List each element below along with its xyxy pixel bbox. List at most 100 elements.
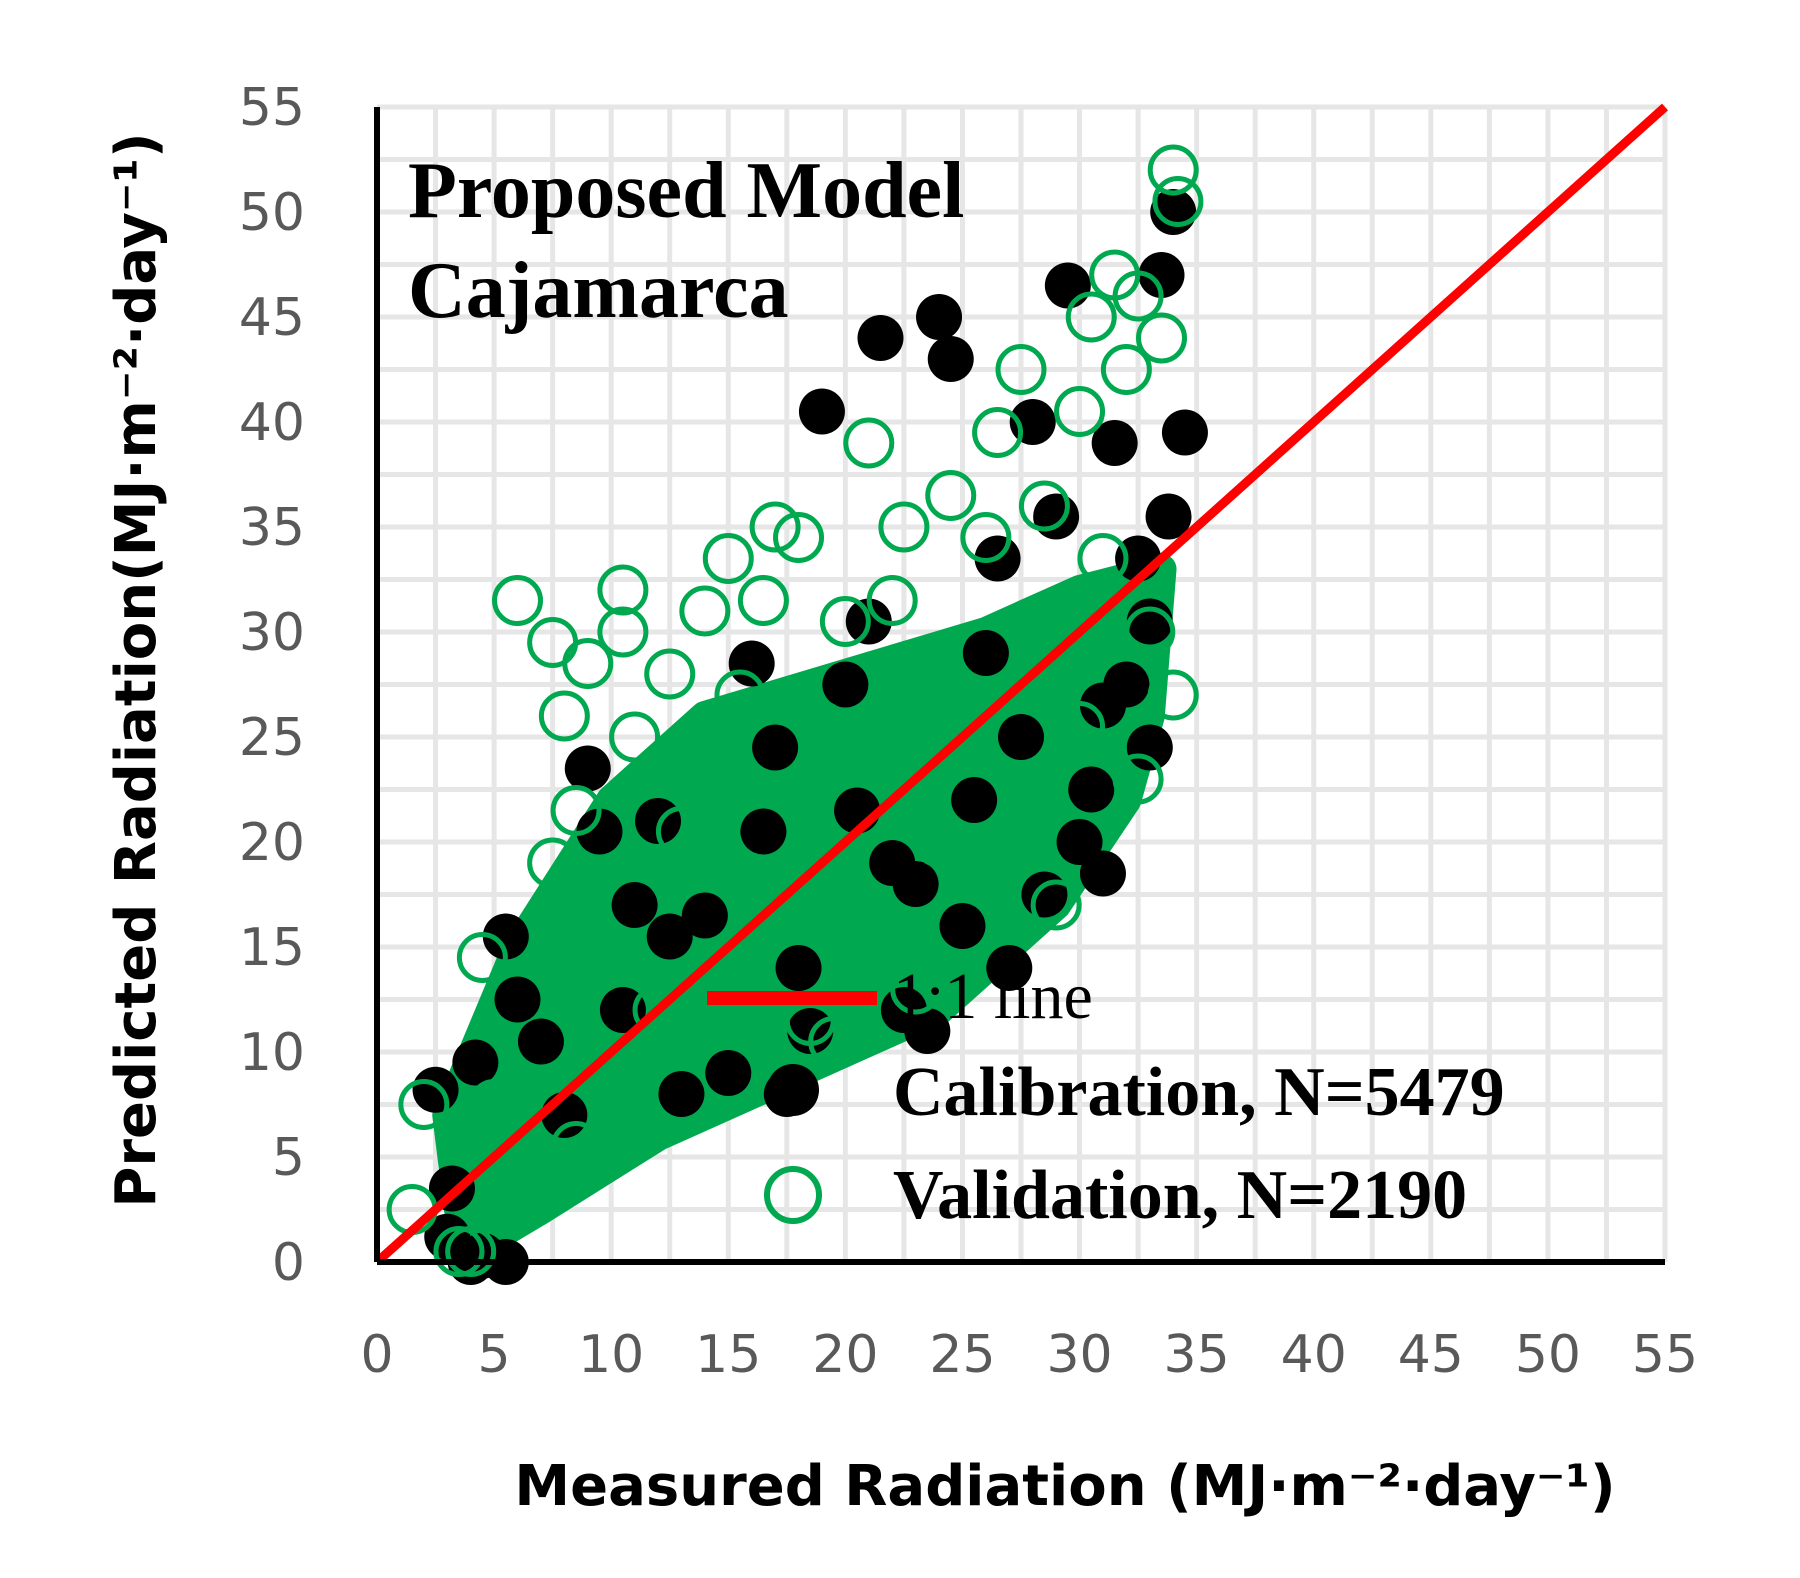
calibration-point xyxy=(939,903,986,949)
x-tick-label: 40 xyxy=(1281,1325,1347,1385)
y-axis-title: Predicted Radiation(MJ·m⁻²·day⁻¹) xyxy=(104,132,169,1207)
x-tick-label: 25 xyxy=(929,1325,995,1385)
x-tick-label: 5 xyxy=(478,1325,511,1385)
calibration-point xyxy=(1161,409,1208,456)
x-tick-label: 0 xyxy=(360,1325,393,1385)
validation-point xyxy=(433,1226,485,1277)
legend-validation-label: Validation, N=2190 xyxy=(893,1157,1467,1234)
validation-point xyxy=(960,512,1012,563)
calibration-point xyxy=(1145,493,1192,540)
calibration-point xyxy=(599,987,646,1033)
calibration-point xyxy=(517,1018,564,1065)
calibration-point xyxy=(705,1050,752,1096)
validation-point xyxy=(773,512,825,563)
validation-point xyxy=(538,690,590,742)
validation-point xyxy=(1136,312,1188,364)
calibration-point xyxy=(658,1071,705,1117)
calibration-point xyxy=(1079,850,1126,897)
validation-point xyxy=(609,711,661,763)
validation-point xyxy=(398,1079,450,1130)
calibration-point xyxy=(822,661,869,708)
calibration-point xyxy=(798,388,845,435)
legend-calibration-marker xyxy=(767,1064,819,1116)
calibration-point xyxy=(962,630,1009,676)
validation-point xyxy=(492,575,544,626)
validation-point xyxy=(597,564,649,616)
calibration-point xyxy=(646,913,693,960)
x-tick-label: 20 xyxy=(812,1325,878,1385)
validation-point xyxy=(1007,648,1059,700)
validation-point xyxy=(890,963,942,1015)
calibration-point xyxy=(611,882,658,928)
x-axis-title: Measured Radiation (MJ·m⁻²·day⁻¹) xyxy=(514,1454,1615,1519)
axes xyxy=(374,107,1665,1265)
tick-labels: 0 5 10 15 20 25 30 35 40 45 50 55 0 5 10 15 20 25 30 35 40 45… xyxy=(239,78,1698,1385)
calibration-point xyxy=(1044,262,1091,309)
x-tick-label: 10 xyxy=(578,1325,644,1385)
validation-point xyxy=(550,1121,602,1172)
y-tick-label: 0 xyxy=(272,1233,305,1293)
calibration-point xyxy=(412,1066,459,1113)
calibration-point xyxy=(482,913,529,960)
validation-point xyxy=(913,816,965,868)
calibration-point xyxy=(951,777,998,823)
reference-line-group xyxy=(373,103,1669,1266)
x-tick-label: 55 xyxy=(1632,1325,1698,1385)
validation-point xyxy=(1112,270,1164,322)
calibration-point xyxy=(740,808,787,855)
validation-point xyxy=(995,344,1047,395)
validation-point xyxy=(679,585,731,637)
validation-point xyxy=(691,764,743,815)
y-tick-label: 50 xyxy=(239,183,305,243)
validation-point xyxy=(808,1016,860,1067)
validation-point xyxy=(702,533,754,584)
calibration-point xyxy=(452,1039,499,1086)
validation-point xyxy=(644,648,696,700)
validation-point xyxy=(1054,386,1106,437)
x-tick-label: 50 xyxy=(1515,1325,1581,1385)
calibration-point xyxy=(1056,819,1103,865)
validation-point xyxy=(925,470,977,521)
legend-ref-line-label: 1:1 line xyxy=(893,960,1093,1033)
validation-point xyxy=(866,575,918,626)
x-tick-label: 45 xyxy=(1398,1325,1464,1385)
calibration-point xyxy=(1021,871,1068,918)
validation-point xyxy=(1152,176,1204,227)
y-tick-label: 30 xyxy=(239,603,305,663)
validation-point xyxy=(550,785,602,836)
validation-point xyxy=(737,575,789,626)
validation-point xyxy=(1100,344,1152,395)
calibration-point xyxy=(1138,252,1185,298)
validation-point xyxy=(527,837,579,889)
x-tick-label: 30 xyxy=(1046,1325,1112,1385)
y-tick-label: 35 xyxy=(239,498,305,558)
y-tick-label: 10 xyxy=(239,1023,305,1083)
validation-point xyxy=(1018,480,1070,532)
y-tick-label: 20 xyxy=(239,813,305,873)
validation-point xyxy=(1054,701,1106,752)
validation-point xyxy=(1124,606,1176,658)
calibration-point xyxy=(494,976,541,1023)
one-to-one-line xyxy=(373,103,1669,1266)
validation-point xyxy=(468,1079,520,1130)
calibration-point xyxy=(1091,420,1138,466)
calibration-point xyxy=(1033,493,1080,540)
calibration-point xyxy=(681,892,728,939)
calibration-point xyxy=(857,315,904,361)
validation-point xyxy=(585,1058,637,1109)
validation-point xyxy=(749,501,801,553)
y-tick-label: 15 xyxy=(239,918,305,978)
x-tick-label: 35 xyxy=(1164,1325,1230,1385)
validation-point xyxy=(1030,879,1082,931)
calibration-point xyxy=(564,745,611,792)
validation-point xyxy=(714,669,766,721)
y-tick-label: 25 xyxy=(239,708,305,768)
validation-point xyxy=(1065,291,1117,343)
validation-point xyxy=(503,1163,555,1214)
x-tick-label: 15 xyxy=(695,1325,761,1385)
legend-validation-marker xyxy=(764,1166,822,1224)
calibration-point xyxy=(775,945,822,991)
calibration-point xyxy=(986,945,1033,991)
validation-point xyxy=(1147,144,1199,196)
